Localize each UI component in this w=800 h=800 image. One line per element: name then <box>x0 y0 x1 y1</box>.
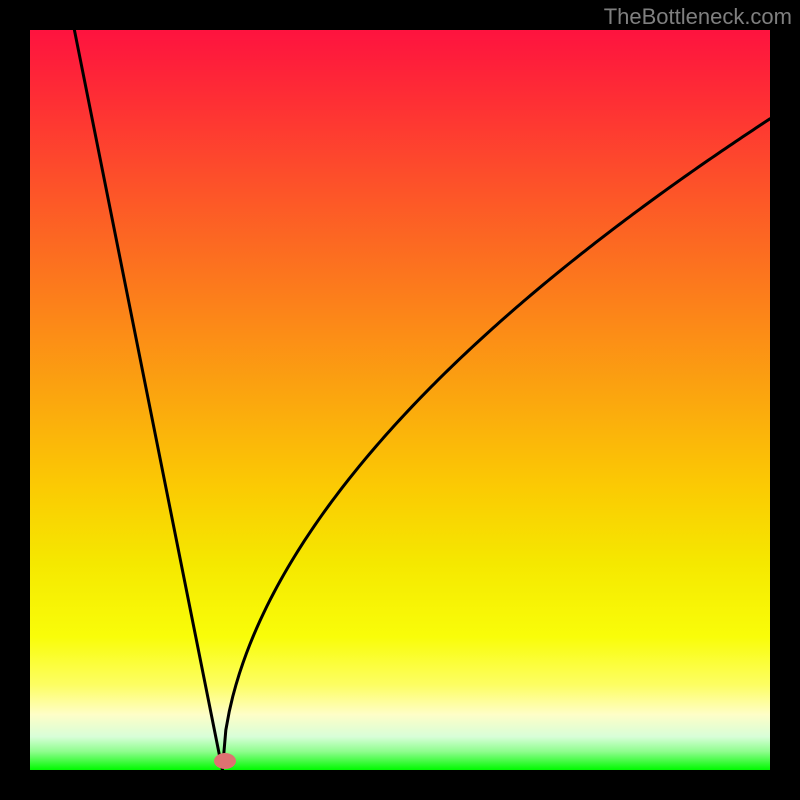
chart-frame: TheBottleneck.com <box>0 0 800 800</box>
watermark-text: TheBottleneck.com <box>604 4 792 30</box>
bottleneck-curve <box>30 30 770 770</box>
plot-area <box>30 30 770 770</box>
optimum-marker <box>214 753 236 769</box>
